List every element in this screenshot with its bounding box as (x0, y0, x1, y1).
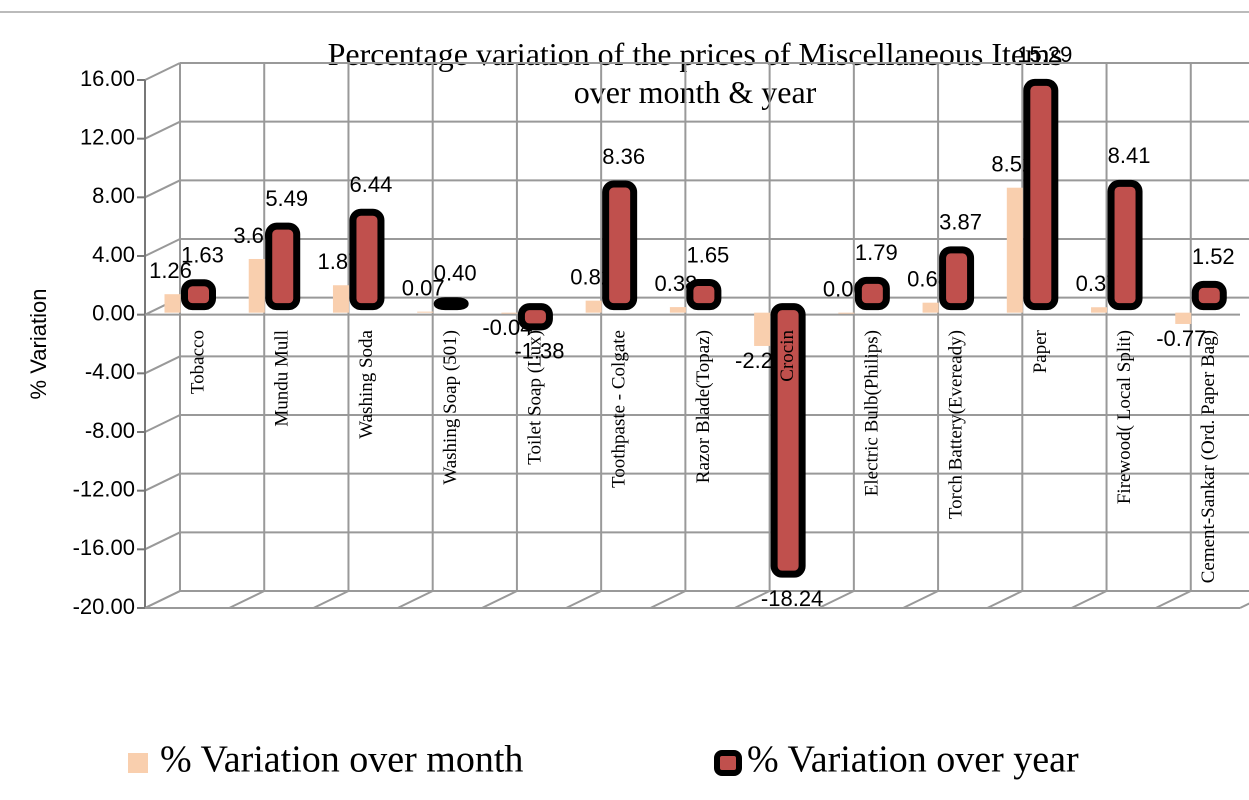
bar-year (517, 303, 553, 331)
x-tick-label: Washing Soap (501) (440, 330, 461, 485)
x-tick-label: Mundu Mull (272, 330, 293, 427)
y-tick-label: -8.00 (85, 418, 135, 443)
y-tick-label: 16.00 (80, 66, 135, 91)
x-tick-label: Paper (1030, 329, 1051, 373)
y-tick-label: 8.00 (92, 183, 135, 208)
x-tick-label: Razor Blade(Topaz) (693, 330, 714, 483)
bar-month (332, 285, 349, 313)
y-tick-label: 0.00 (92, 300, 135, 325)
bar-month (1175, 312, 1192, 324)
y-tick-label: -12.00 (73, 476, 135, 501)
floor-line (144, 590, 181, 609)
x-tick-label: Toilet Soap (Lux) (524, 330, 545, 465)
bar-month (669, 307, 686, 313)
x-tick-label: Crocin (777, 330, 798, 382)
value-label-year: 5.49 (265, 186, 308, 211)
bar-year (433, 297, 469, 311)
value-label-month: 1.26 (149, 258, 192, 283)
floor-line (1071, 590, 1107, 609)
value-label-year: 1.52 (1192, 244, 1235, 269)
grid-slant (144, 472, 181, 492)
floor-line (313, 590, 349, 609)
floor-line (902, 590, 939, 609)
x-tick-label: Cement-Sankar (Ord. Paper Bag) (1198, 330, 1219, 583)
value-label-year: 1.79 (855, 240, 898, 265)
y-tick-label: -16.00 (73, 535, 135, 560)
grid-slant (144, 531, 181, 551)
chart-title: Percentage variation of the prices of Mi… (328, 36, 1063, 110)
value-label-year: 3.87 (939, 210, 982, 235)
floor-line (1155, 590, 1192, 609)
grid-slant (144, 179, 181, 199)
floor-line (986, 590, 1023, 609)
grid-slant (144, 414, 181, 433)
bar-year (265, 222, 301, 311)
floor-line (1239, 602, 1249, 609)
value-label-year: 0.40 (434, 261, 477, 286)
x-tick-label: Torch Battery(Eveready) (946, 330, 967, 519)
bar-month (922, 302, 939, 313)
bar-year (686, 278, 722, 311)
value-label-year: 1.65 (686, 242, 729, 267)
floor-line (228, 590, 265, 609)
floor-line (818, 590, 855, 609)
value-label-year: -1.38 (514, 339, 564, 364)
bar-year (349, 208, 385, 311)
legend-swatch (714, 750, 742, 776)
legend-swatch (128, 753, 148, 773)
value-label-year: 15.29 (1017, 42, 1072, 67)
bar-year (939, 246, 975, 311)
grid-slant (144, 120, 181, 140)
x-tick-label: Tobacco (187, 330, 208, 394)
bar-year (854, 276, 890, 311)
bar-year (1107, 179, 1143, 311)
floor-line (734, 590, 771, 609)
value-label-year: -18.24 (761, 586, 823, 611)
floor-line (565, 590, 602, 609)
bar-year (1023, 78, 1059, 311)
title-line: over month & year (574, 74, 817, 110)
bar-month (754, 312, 771, 346)
bar-year (770, 303, 806, 578)
value-label-year: 8.36 (602, 144, 645, 169)
x-tick-label: Toothpaste - Colgate (609, 330, 630, 488)
value-label-year: 6.44 (350, 172, 393, 197)
value-label-month: -0.77 (1156, 326, 1206, 351)
value-label-month: 0.07 (402, 275, 445, 300)
x-tick-label: Washing Soda (356, 329, 377, 438)
bar-month (1006, 187, 1023, 313)
y-tick-label: -20.00 (73, 594, 135, 619)
y-tick-label: -4.00 (85, 359, 135, 384)
grid-slant (144, 355, 181, 375)
bar-month (501, 312, 518, 314)
y-tick-label: 12.00 (80, 124, 135, 149)
grid-slant (144, 62, 181, 81)
value-label-year: 1.63 (181, 243, 224, 268)
legend-label: % Variation over month (160, 739, 523, 781)
y-tick-label: 4.00 (92, 242, 135, 267)
bar-year (181, 279, 216, 311)
legend-label: % Variation over year (747, 739, 1079, 781)
x-tick-label: Electric Bulb(Philips) (861, 330, 882, 496)
x-tick-label: Firewood( Local Split) (1114, 330, 1135, 504)
bar-month (248, 258, 265, 313)
bar-month (585, 300, 602, 313)
bar-year (1191, 280, 1227, 311)
bar-month (417, 311, 434, 313)
title-line: Percentage variation of the prices of Mi… (328, 36, 1063, 72)
bar-month (838, 312, 855, 314)
bar-month (164, 294, 181, 313)
y-axis-label: % Variation (26, 289, 51, 400)
value-label-year: 8.41 (1108, 143, 1151, 168)
bar-month (1091, 307, 1108, 313)
floor-line (481, 590, 518, 609)
floor-line (649, 590, 686, 609)
floor-line (397, 590, 434, 609)
grid-slant (144, 238, 181, 257)
bar-year (602, 180, 638, 311)
